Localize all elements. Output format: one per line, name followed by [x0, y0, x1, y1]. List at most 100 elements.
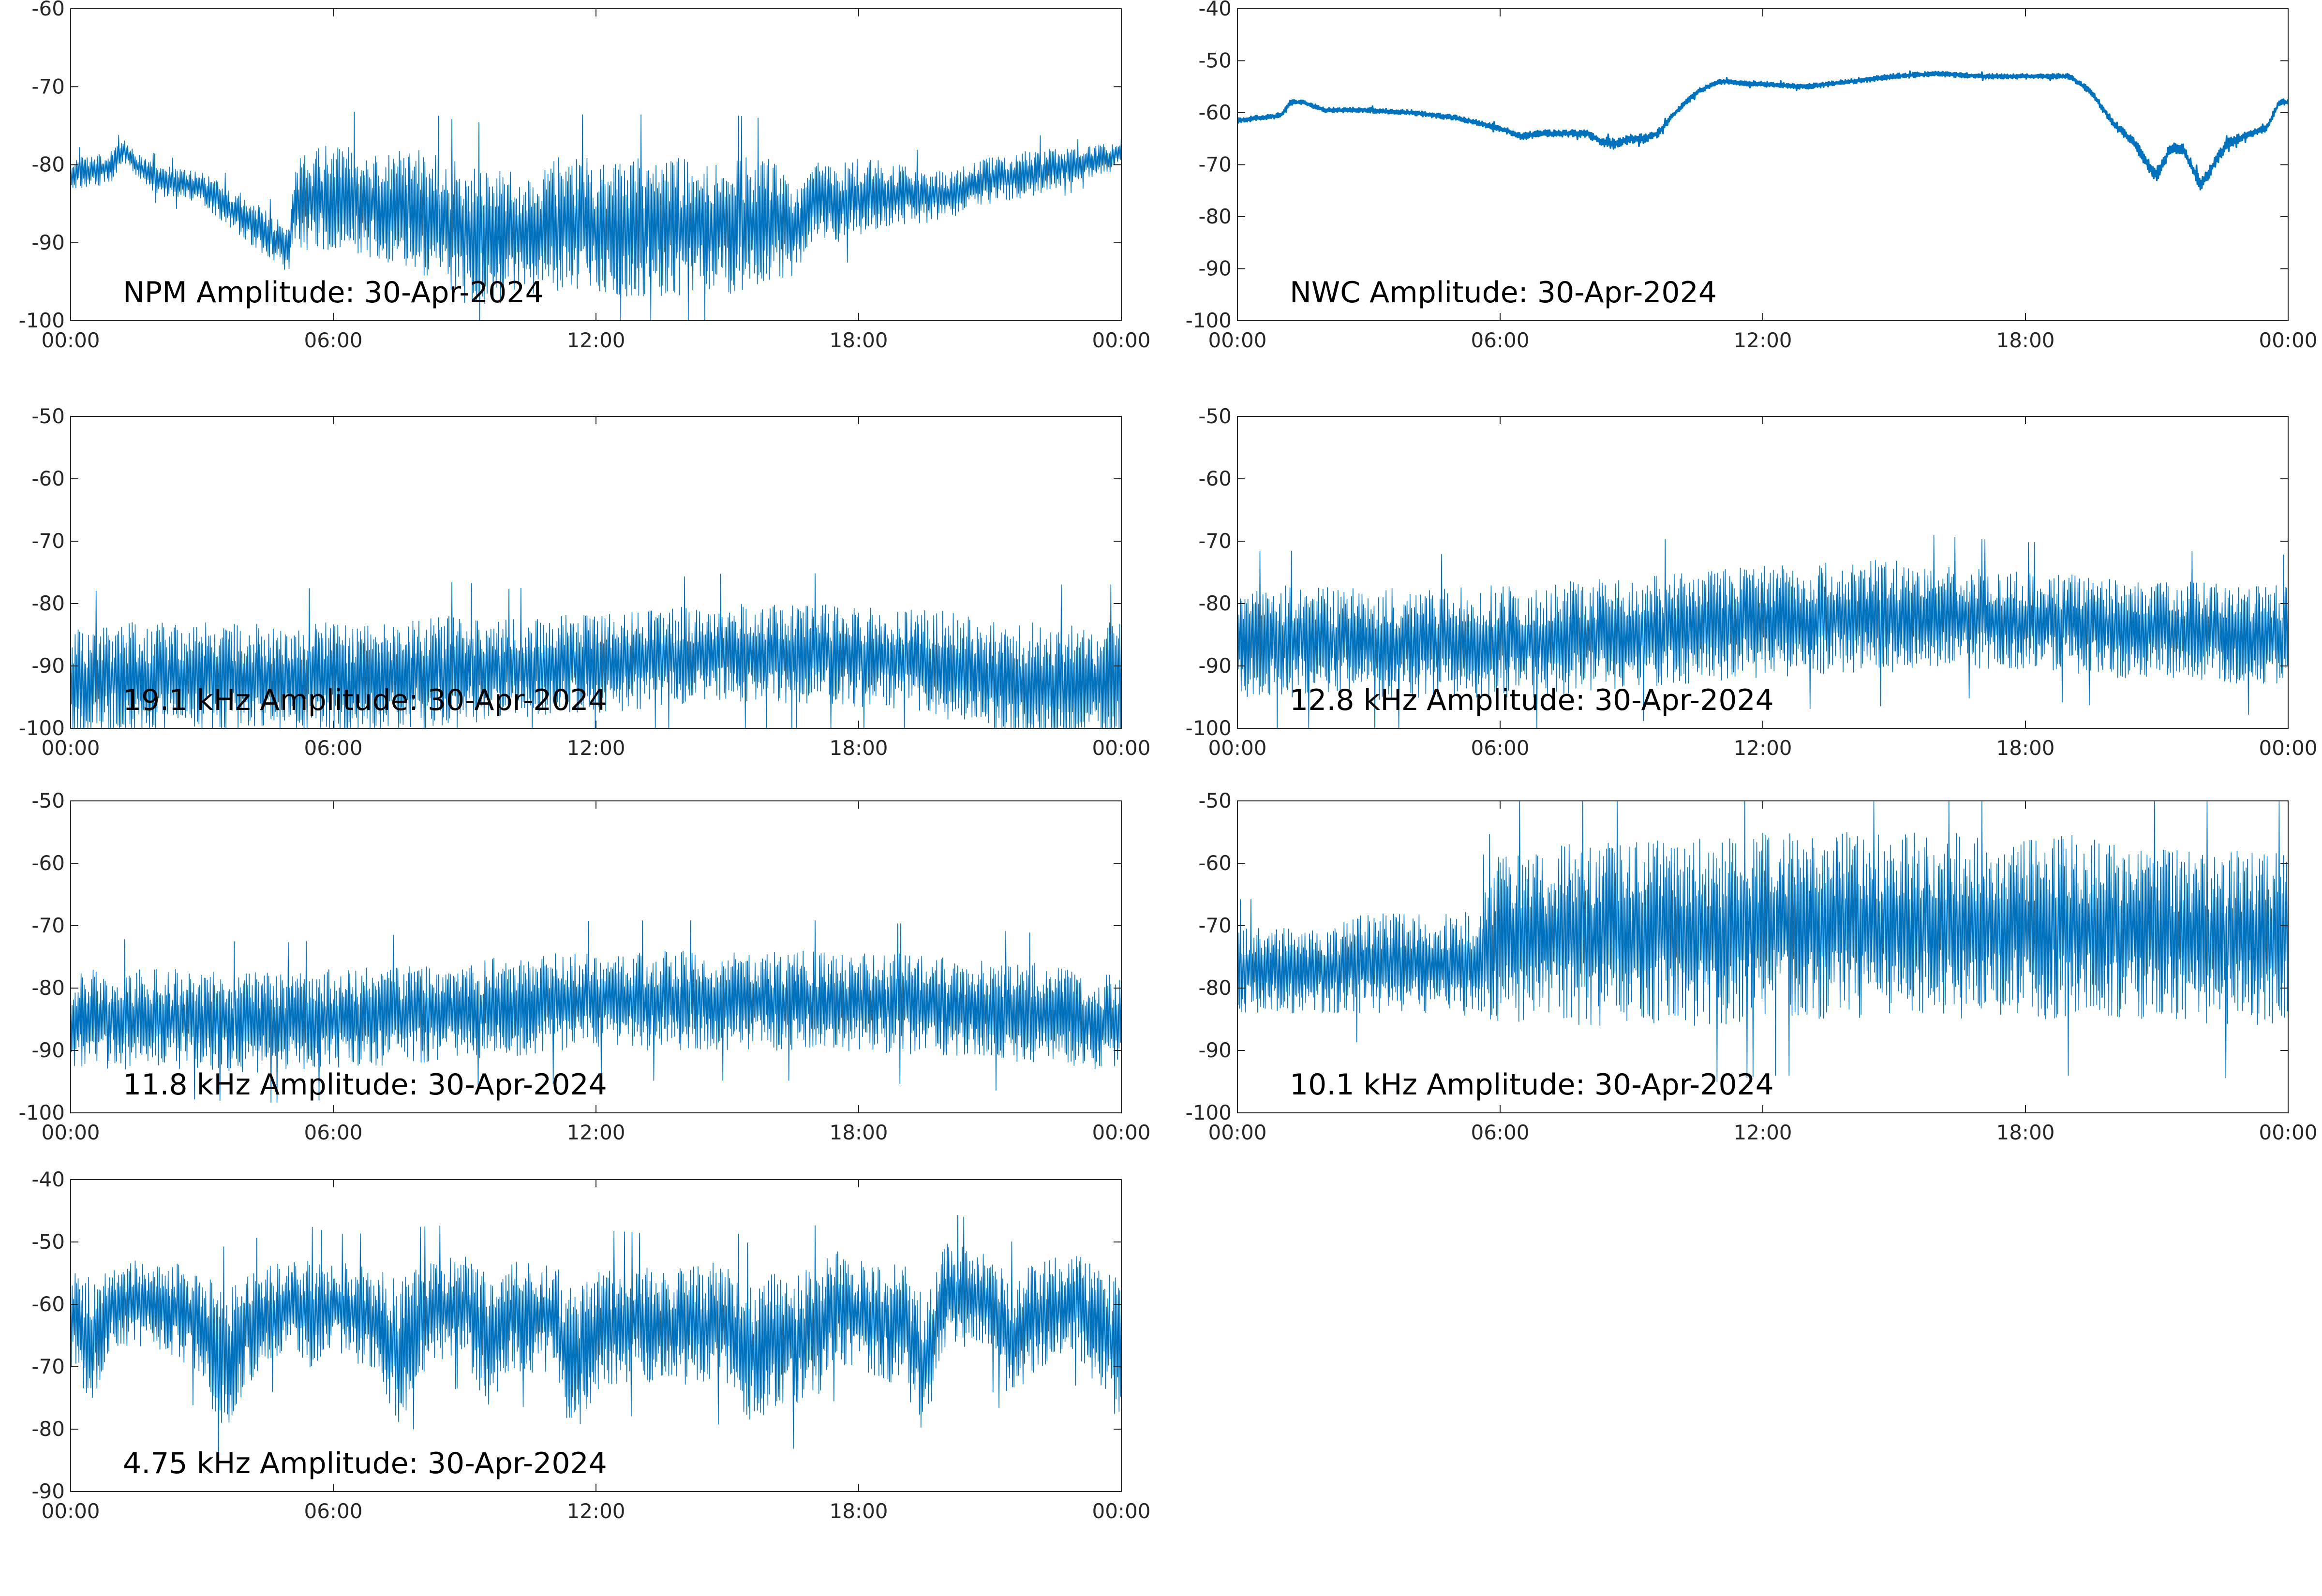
x-tick-label: 06:00 [304, 736, 362, 760]
x-tick-label: 18:00 [829, 328, 888, 352]
y-tick-label: -60 [1198, 851, 1232, 875]
y-tick-label: -70 [31, 74, 65, 98]
y-tick-label: -40 [31, 1167, 65, 1191]
amplitude-series-line [1237, 801, 2288, 1082]
y-tick-label: -50 [31, 1230, 65, 1254]
y-tick-label: -90 [1198, 257, 1232, 281]
y-tick-label: -80 [1198, 591, 1232, 615]
x-tick-label: 18:00 [829, 1499, 888, 1523]
x-tick-label: 00:00 [41, 328, 100, 352]
x-tick-label: 12:00 [566, 328, 625, 352]
amplitude-series-line [71, 112, 1121, 321]
x-tick-label: 12:00 [566, 1121, 625, 1144]
amplitude-series-line [1237, 535, 2288, 728]
y-tick-label: -50 [1198, 789, 1232, 813]
y-tick-label: -70 [31, 1355, 65, 1378]
x-tick-label: 12:00 [1733, 328, 1792, 352]
y-tick-label: -100 [19, 716, 65, 740]
panel-title: 12.8 kHz Amplitude: 30-Apr-2024 [1290, 683, 1774, 717]
y-tick-label: -90 [31, 654, 65, 678]
x-tick-label: 00:00 [41, 1121, 100, 1144]
x-tick-label: 00:00 [1208, 328, 1266, 352]
y-tick-label: -90 [1198, 1038, 1232, 1062]
y-tick-label: -80 [31, 1417, 65, 1441]
x-tick-label: 06:00 [1471, 1121, 1529, 1144]
y-tick-label: -80 [31, 591, 65, 615]
y-tick-label: -70 [1198, 914, 1232, 937]
y-tick-label: -70 [1198, 529, 1232, 553]
x-tick-label: 00:00 [1092, 1499, 1150, 1523]
y-tick-label: -50 [31, 404, 65, 428]
y-tick-label: -90 [31, 1038, 65, 1062]
x-tick-label: 00:00 [2259, 736, 2317, 760]
x-tick-label: 00:00 [41, 1499, 100, 1523]
y-tick-label: -60 [1198, 101, 1232, 124]
panel-title: NPM Amplitude: 30-Apr-2024 [123, 276, 544, 310]
y-tick-label: -100 [19, 1101, 65, 1124]
y-tick-label: -100 [19, 309, 65, 332]
x-tick-label: 00:00 [1208, 1121, 1266, 1144]
panel-title: 19.1 kHz Amplitude: 30-Apr-2024 [123, 683, 607, 717]
y-tick-label: -70 [1198, 153, 1232, 177]
x-tick-label: 06:00 [304, 1499, 362, 1523]
panel-title: 4.75 kHz Amplitude: 30-Apr-2024 [123, 1447, 607, 1480]
panel-title: 11.8 kHz Amplitude: 30-Apr-2024 [123, 1068, 607, 1102]
amplitude-series-line [71, 573, 1121, 728]
y-tick-label: -90 [31, 1479, 65, 1503]
amplitude-series-line [71, 920, 1121, 1103]
y-tick-label: -90 [31, 231, 65, 254]
x-tick-label: 12:00 [566, 1499, 625, 1523]
x-tick-label: 00:00 [2259, 1121, 2317, 1144]
x-tick-label: 12:00 [1733, 1121, 1792, 1144]
x-tick-label: 00:00 [41, 736, 100, 760]
y-tick-label: -100 [1186, 716, 1232, 740]
y-tick-label: -80 [31, 976, 65, 1000]
x-tick-label: 06:00 [1471, 736, 1529, 760]
x-tick-label: 18:00 [1996, 328, 2054, 352]
x-tick-label: 00:00 [1092, 1121, 1150, 1144]
panel-title: 10.1 kHz Amplitude: 30-Apr-2024 [1290, 1068, 1774, 1102]
x-tick-label: 06:00 [304, 328, 362, 352]
y-tick-label: -60 [31, 467, 65, 490]
x-tick-label: 18:00 [1996, 1121, 2054, 1144]
y-tick-label: -60 [31, 851, 65, 875]
y-tick-label: -60 [31, 0, 65, 20]
x-tick-label: 18:00 [829, 1121, 888, 1144]
y-tick-label: -60 [31, 1292, 65, 1316]
y-tick-label: -80 [1198, 976, 1232, 1000]
x-tick-label: 12:00 [566, 736, 625, 760]
y-tick-label: -80 [1198, 205, 1232, 228]
y-tick-label: -50 [31, 789, 65, 813]
amplitude-series-line [1237, 70, 2288, 191]
x-tick-label: 18:00 [829, 736, 888, 760]
x-tick-label: 00:00 [1092, 328, 1150, 352]
x-tick-label: 00:00 [1092, 736, 1150, 760]
x-tick-label: 18:00 [1996, 736, 2054, 760]
y-tick-label: -90 [1198, 654, 1232, 678]
x-tick-label: 12:00 [1733, 736, 1792, 760]
y-tick-label: -100 [1186, 309, 1232, 332]
x-tick-label: 00:00 [1208, 736, 1266, 760]
y-tick-label: -50 [1198, 404, 1232, 428]
y-tick-label: -60 [1198, 467, 1232, 490]
y-tick-label: -100 [1186, 1101, 1232, 1124]
y-tick-label: -70 [31, 529, 65, 553]
y-tick-label: -80 [31, 153, 65, 177]
x-tick-label: 06:00 [304, 1121, 362, 1144]
y-tick-label: -50 [1198, 49, 1232, 73]
panel-title: NWC Amplitude: 30-Apr-2024 [1290, 276, 1717, 310]
x-tick-label: 00:00 [2259, 328, 2317, 352]
y-tick-label: -40 [1198, 0, 1232, 20]
y-tick-label: -70 [31, 914, 65, 937]
amplitude-series-line [71, 1215, 1121, 1469]
x-tick-label: 06:00 [1471, 328, 1529, 352]
